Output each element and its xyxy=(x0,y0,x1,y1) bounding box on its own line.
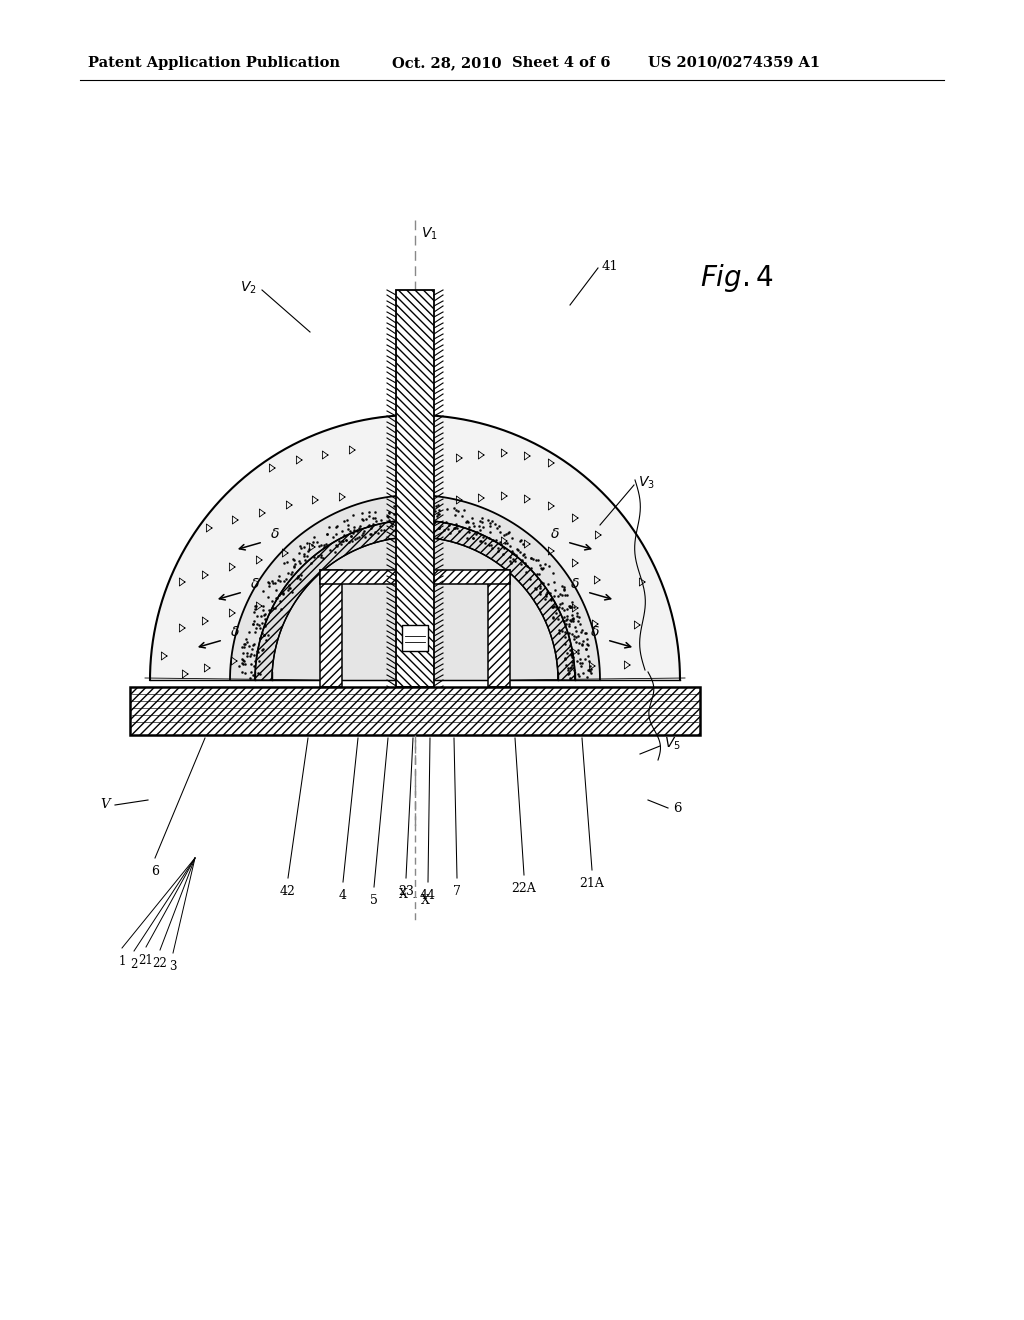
Polygon shape xyxy=(130,686,700,735)
Text: 44: 44 xyxy=(420,888,436,902)
Polygon shape xyxy=(150,414,680,680)
Text: $\delta$: $\delta$ xyxy=(570,577,580,591)
Polygon shape xyxy=(255,520,575,680)
Text: 21: 21 xyxy=(138,954,154,968)
Polygon shape xyxy=(488,570,510,686)
Text: Oct. 28, 2010: Oct. 28, 2010 xyxy=(392,55,502,70)
Polygon shape xyxy=(398,583,432,686)
Text: US 2010/0274359 A1: US 2010/0274359 A1 xyxy=(648,55,820,70)
Text: 22: 22 xyxy=(153,957,167,970)
Text: Sheet 4 of 6: Sheet 4 of 6 xyxy=(512,55,610,70)
Text: 21A: 21A xyxy=(580,876,604,890)
Text: $V_2$: $V_2$ xyxy=(241,280,257,296)
Text: $V_5$: $V_5$ xyxy=(664,735,681,752)
Text: X: X xyxy=(398,888,408,902)
Text: 42: 42 xyxy=(280,884,296,898)
Polygon shape xyxy=(396,290,434,686)
Text: $\delta$: $\delta$ xyxy=(590,624,600,639)
Text: 23: 23 xyxy=(398,884,414,898)
Text: $\delta$: $\delta$ xyxy=(550,527,560,541)
Text: 22A: 22A xyxy=(512,882,537,895)
Polygon shape xyxy=(402,624,428,651)
Text: $\mathit{Fig.4}$: $\mathit{Fig.4}$ xyxy=(700,261,774,294)
Text: 5: 5 xyxy=(370,894,378,907)
Text: Patent Application Publication: Patent Application Publication xyxy=(88,55,340,70)
Polygon shape xyxy=(230,495,600,680)
Text: 3: 3 xyxy=(169,960,177,973)
Text: 6: 6 xyxy=(151,865,159,878)
Text: 41: 41 xyxy=(602,260,618,272)
Text: $V_1$: $V_1$ xyxy=(421,226,437,243)
Text: 7: 7 xyxy=(453,884,461,898)
Text: 4: 4 xyxy=(339,888,347,902)
Polygon shape xyxy=(319,570,510,583)
Text: V: V xyxy=(100,799,110,812)
Text: 1: 1 xyxy=(119,954,126,968)
Text: $V_3$: $V_3$ xyxy=(638,475,655,491)
Text: X: X xyxy=(421,895,429,908)
Text: $\delta$: $\delta$ xyxy=(250,577,260,591)
Text: -: - xyxy=(413,891,417,904)
Text: 6: 6 xyxy=(673,801,682,814)
Text: 2: 2 xyxy=(130,958,137,972)
Text: $\delta$: $\delta$ xyxy=(270,527,280,541)
Polygon shape xyxy=(319,570,342,686)
Text: $\delta$: $\delta$ xyxy=(230,624,240,639)
